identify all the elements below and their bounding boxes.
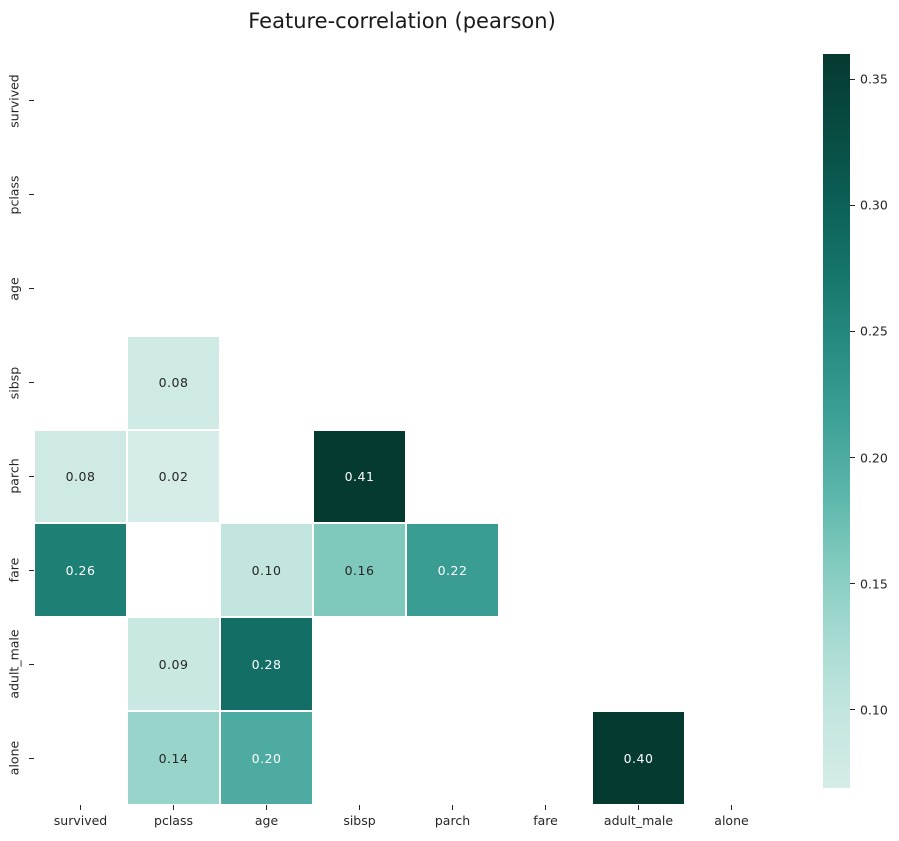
cell-value: 0.20 (251, 750, 282, 766)
cell-value: 0.22 (437, 562, 468, 578)
y-tick-label-fare: fare (6, 558, 22, 583)
y-tick-label-age: age (6, 277, 22, 301)
y-tick-label-adult_male: adult_male (6, 629, 22, 699)
y-tick-label-survived: survived (6, 74, 22, 128)
y-tick-label-alone: alone (6, 740, 22, 776)
heatmap-cell-adult_male-pclass: 0.09 (128, 618, 219, 711)
heatmap-cell-fare-sibsp: 0.16 (314, 524, 405, 617)
colorbar-tick-mark (850, 457, 855, 459)
y-tick-mark (29, 288, 34, 290)
x-tick-mark (80, 805, 81, 810)
colorbar-tick-label: 0.35 (860, 71, 888, 87)
x-tick-mark (452, 805, 453, 810)
cell-value: 0.41 (344, 468, 375, 484)
x-tick-label-parch: parch (434, 813, 471, 828)
x-tick-label-age: age (254, 813, 279, 828)
x-tick-label-fare: fare (533, 813, 558, 828)
colorbar-tick-label: 0.20 (860, 450, 888, 466)
colorbar-tick-mark (850, 583, 855, 585)
y-tick-mark (29, 100, 34, 102)
x-tick-label-sibsp: sibsp (343, 813, 376, 828)
cell-value: 0.28 (251, 656, 282, 672)
x-tick-label-alone: alone (714, 813, 749, 828)
heatmap-cell-alone-pclass: 0.14 (128, 712, 219, 804)
y-tick-mark (29, 382, 34, 384)
x-tick-mark (638, 805, 639, 810)
heatmap-cell-alone-age: 0.20 (221, 712, 312, 804)
y-tick-mark (29, 757, 34, 759)
colorbar-tick-mark (850, 78, 855, 80)
cell-value: 0.40 (623, 750, 654, 766)
x-tick-mark (731, 805, 732, 810)
x-tick-mark (266, 805, 267, 810)
colorbar-tick-label: 0.10 (860, 702, 888, 718)
y-tick-mark (29, 194, 34, 196)
y-tick-label-parch: parch (6, 458, 22, 495)
cell-value: 0.10 (251, 562, 282, 578)
colorbar-tick-mark (850, 709, 855, 711)
x-tick-label-adult_male: adult_male (603, 813, 674, 828)
heatmap-cell-parch-pclass: 0.02 (128, 430, 219, 523)
cell-value: 0.02 (158, 468, 189, 484)
y-tick-mark (29, 663, 34, 665)
heatmap-cell-alone-adult_male: 0.40 (593, 712, 684, 804)
cell-value: 0.14 (158, 750, 189, 766)
cell-value: 0.08 (65, 468, 96, 484)
colorbar-tick-label: 0.15 (860, 576, 888, 592)
heatmap-cell-fare-survived: 0.26 (35, 524, 126, 617)
y-tick-label-sibsp: sibsp (6, 366, 22, 399)
heatmap-cell-sibsp-pclass: 0.08 (128, 336, 219, 429)
heatmap-cell-fare-parch: 0.22 (407, 524, 498, 617)
colorbar-tick-mark (850, 330, 855, 332)
cell-value: 0.08 (158, 375, 189, 391)
heatmap-cell-fare-age: 0.10 (221, 524, 312, 617)
x-tick-label-pclass: pclass (154, 813, 193, 828)
y-tick-mark (29, 569, 34, 571)
heatmap-cell-adult_male-age: 0.28 (221, 618, 312, 711)
heatmap-cell-parch-sibsp: 0.41 (314, 430, 405, 523)
x-tick-label-survived: survived (53, 813, 108, 828)
x-tick-mark (359, 805, 360, 810)
cell-value: 0.26 (65, 562, 96, 578)
colorbar-tick-label: 0.25 (860, 323, 888, 339)
colorbar-tick-mark (850, 204, 855, 206)
chart-title: Feature-correlation (pearson) (248, 9, 556, 33)
x-tick-mark (173, 805, 174, 810)
y-tick-mark (29, 475, 34, 477)
y-tick-label-pclass: pclass (6, 175, 22, 215)
cell-value: 0.09 (158, 656, 189, 672)
heatmap-cell-parch-survived: 0.08 (35, 430, 126, 523)
cell-value: 0.16 (344, 562, 375, 578)
colorbar (823, 54, 850, 788)
x-tick-mark (545, 805, 546, 810)
colorbar-tick-label: 0.30 (860, 197, 888, 213)
